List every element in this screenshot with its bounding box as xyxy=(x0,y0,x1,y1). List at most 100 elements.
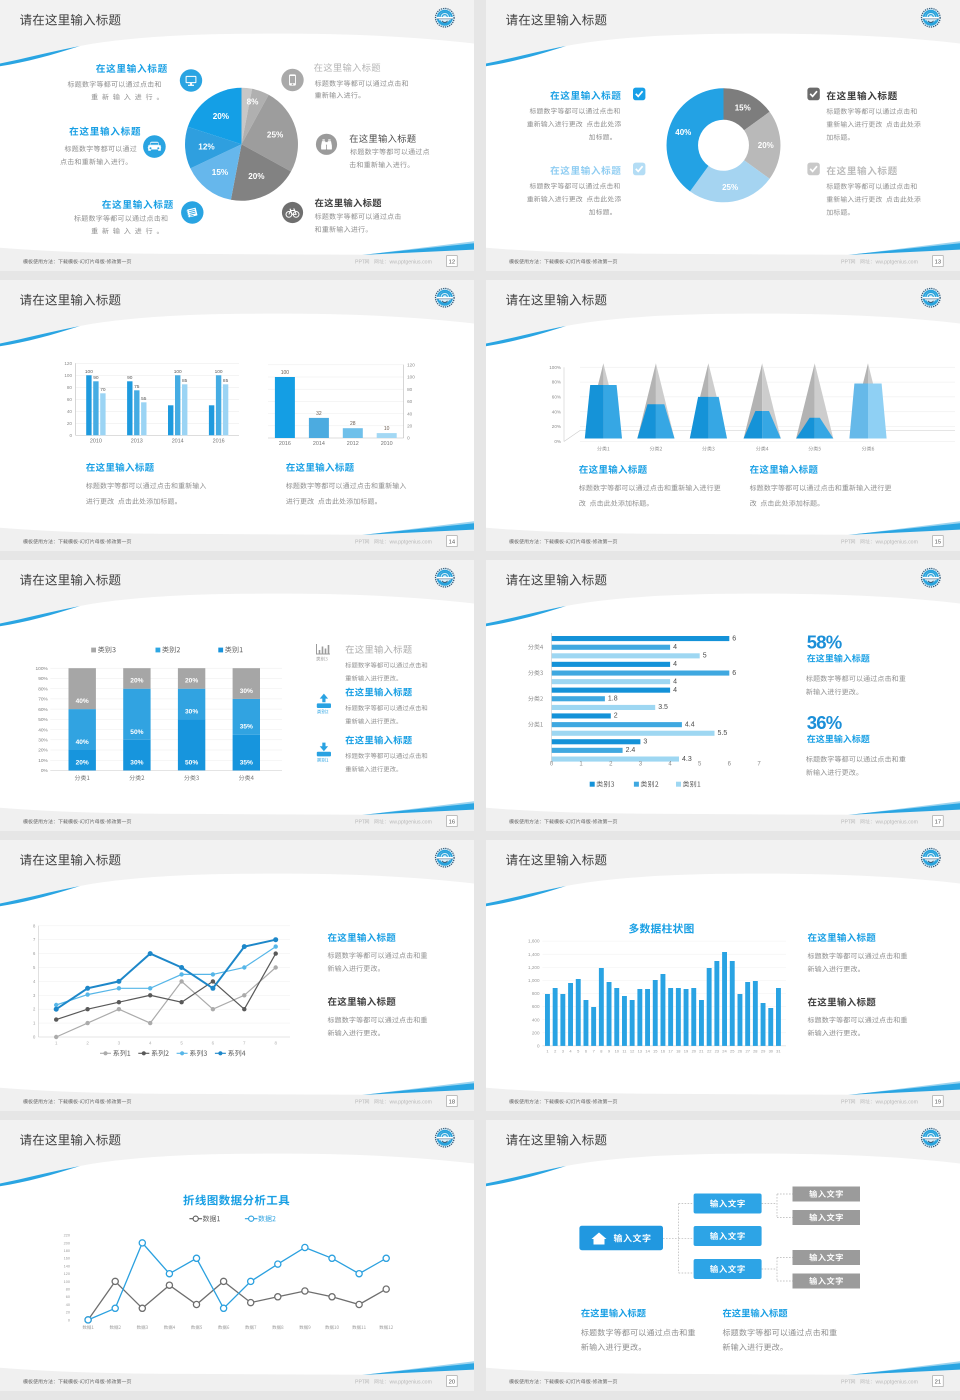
svg-text:20%: 20% xyxy=(185,678,198,685)
svg-text:0: 0 xyxy=(407,436,410,441)
svg-text:60%: 60% xyxy=(552,395,561,400)
svg-text:5: 5 xyxy=(577,1048,580,1053)
svg-text:60: 60 xyxy=(67,397,73,402)
svg-text:6: 6 xyxy=(728,762,732,768)
svg-text:100: 100 xyxy=(215,369,223,375)
svg-text:8: 8 xyxy=(33,923,36,928)
svg-text:20%: 20% xyxy=(76,760,89,767)
svg-text:17: 17 xyxy=(668,1048,673,1053)
svg-text:85: 85 xyxy=(223,378,229,384)
svg-text:100: 100 xyxy=(281,370,290,376)
svg-text:100%: 100% xyxy=(36,666,49,672)
svg-text:18: 18 xyxy=(449,1100,455,1106)
svg-text:15: 15 xyxy=(653,1048,658,1053)
svg-text:ww.pptgenius.com: ww.pptgenius.com xyxy=(390,539,432,545)
svg-text:30%: 30% xyxy=(130,760,143,767)
svg-text:3: 3 xyxy=(639,762,643,768)
svg-text:23: 23 xyxy=(715,1048,720,1053)
svg-text:PPT: PPT xyxy=(355,539,366,545)
svg-text:200: 200 xyxy=(64,1241,70,1245)
svg-text:35%: 35% xyxy=(240,760,253,767)
svg-text:7: 7 xyxy=(243,1041,246,1046)
svg-text:13: 13 xyxy=(935,260,941,266)
svg-text:180: 180 xyxy=(64,1249,70,1253)
svg-text:4: 4 xyxy=(149,1041,152,1046)
svg-text:30%: 30% xyxy=(240,688,253,695)
svg-text:3: 3 xyxy=(33,993,36,998)
svg-text:40: 40 xyxy=(407,411,413,416)
svg-text:4: 4 xyxy=(33,979,36,984)
svg-text:PPT: PPT xyxy=(841,819,852,825)
svg-text:40%: 40% xyxy=(76,698,89,705)
svg-text:3: 3 xyxy=(643,739,647,746)
svg-text:0%: 0% xyxy=(554,439,561,444)
svg-text:22: 22 xyxy=(707,1048,712,1053)
svg-text:2: 2 xyxy=(33,1007,36,1012)
svg-text:5.5: 5.5 xyxy=(718,730,728,737)
svg-text:30%: 30% xyxy=(38,738,48,744)
svg-text:12: 12 xyxy=(630,1048,635,1053)
svg-text:1: 1 xyxy=(33,1021,36,1026)
svg-text:100%: 100% xyxy=(549,365,561,370)
svg-text:3: 3 xyxy=(118,1041,121,1046)
svg-text:16: 16 xyxy=(661,1048,666,1053)
svg-text:20%: 20% xyxy=(38,748,48,754)
svg-text:15%: 15% xyxy=(212,168,229,177)
svg-text:PPT: PPT xyxy=(355,1379,366,1385)
svg-text:4: 4 xyxy=(673,644,677,651)
svg-text:27: 27 xyxy=(745,1048,750,1053)
svg-text:100: 100 xyxy=(64,1280,70,1284)
svg-text:120: 120 xyxy=(64,361,72,366)
svg-text:ww.pptgenius.com: ww.pptgenius.com xyxy=(876,1099,918,1105)
svg-text:ww.pptgenius.com: ww.pptgenius.com xyxy=(390,1379,432,1385)
svg-text:7: 7 xyxy=(757,762,761,768)
svg-text:1,000: 1,000 xyxy=(528,978,540,983)
svg-text:2: 2 xyxy=(554,1048,557,1053)
svg-text:ww.pptgenius.com: ww.pptgenius.com xyxy=(876,259,918,265)
svg-text:2016: 2016 xyxy=(213,438,225,444)
svg-text:4: 4 xyxy=(673,678,677,685)
svg-text:1: 1 xyxy=(55,1041,58,1046)
svg-text:20: 20 xyxy=(407,424,413,429)
svg-text:ww.pptgenius.com: ww.pptgenius.com xyxy=(390,259,432,265)
svg-text:13: 13 xyxy=(638,1048,643,1053)
svg-text:6: 6 xyxy=(33,951,36,956)
svg-text:21: 21 xyxy=(935,1380,941,1386)
svg-text:70%: 70% xyxy=(38,697,48,703)
svg-text:20: 20 xyxy=(449,1380,455,1386)
svg-text:4: 4 xyxy=(673,661,677,668)
svg-text:2012: 2012 xyxy=(347,441,359,447)
svg-text:5: 5 xyxy=(698,762,702,768)
svg-text:5: 5 xyxy=(703,653,707,660)
svg-text:26: 26 xyxy=(738,1048,743,1053)
svg-text:140: 140 xyxy=(64,1264,70,1268)
svg-text:1,400: 1,400 xyxy=(528,952,540,957)
svg-text:1.8: 1.8 xyxy=(608,696,618,703)
svg-text:0: 0 xyxy=(68,1318,70,1322)
svg-text:0: 0 xyxy=(550,762,554,768)
svg-text:80: 80 xyxy=(66,1288,70,1292)
svg-text:ww.pptgenius.com: ww.pptgenius.com xyxy=(390,1099,432,1105)
svg-text:6: 6 xyxy=(732,670,736,677)
svg-text:20%: 20% xyxy=(213,112,230,121)
svg-text:ww.pptgenius.com: ww.pptgenius.com xyxy=(876,1379,918,1385)
svg-text:8: 8 xyxy=(600,1048,603,1053)
svg-text:3.5: 3.5 xyxy=(658,704,668,711)
svg-text:30%: 30% xyxy=(185,708,198,715)
svg-text:25%: 25% xyxy=(722,183,738,192)
svg-text:50%: 50% xyxy=(185,760,198,767)
svg-text:1: 1 xyxy=(579,762,583,768)
svg-text:80%: 80% xyxy=(38,686,48,692)
svg-text:2010: 2010 xyxy=(381,441,393,447)
svg-text:80%: 80% xyxy=(552,380,561,385)
svg-text:PPT: PPT xyxy=(355,819,366,825)
svg-text:6: 6 xyxy=(212,1041,215,1046)
svg-text:20%: 20% xyxy=(758,141,774,150)
svg-text:90%: 90% xyxy=(38,676,48,682)
svg-text:4.4: 4.4 xyxy=(685,721,695,728)
svg-text:17: 17 xyxy=(935,820,941,826)
svg-text:2014: 2014 xyxy=(313,441,325,447)
svg-text:6: 6 xyxy=(585,1048,588,1053)
svg-text:3: 3 xyxy=(562,1048,565,1053)
svg-text:0: 0 xyxy=(69,433,72,438)
